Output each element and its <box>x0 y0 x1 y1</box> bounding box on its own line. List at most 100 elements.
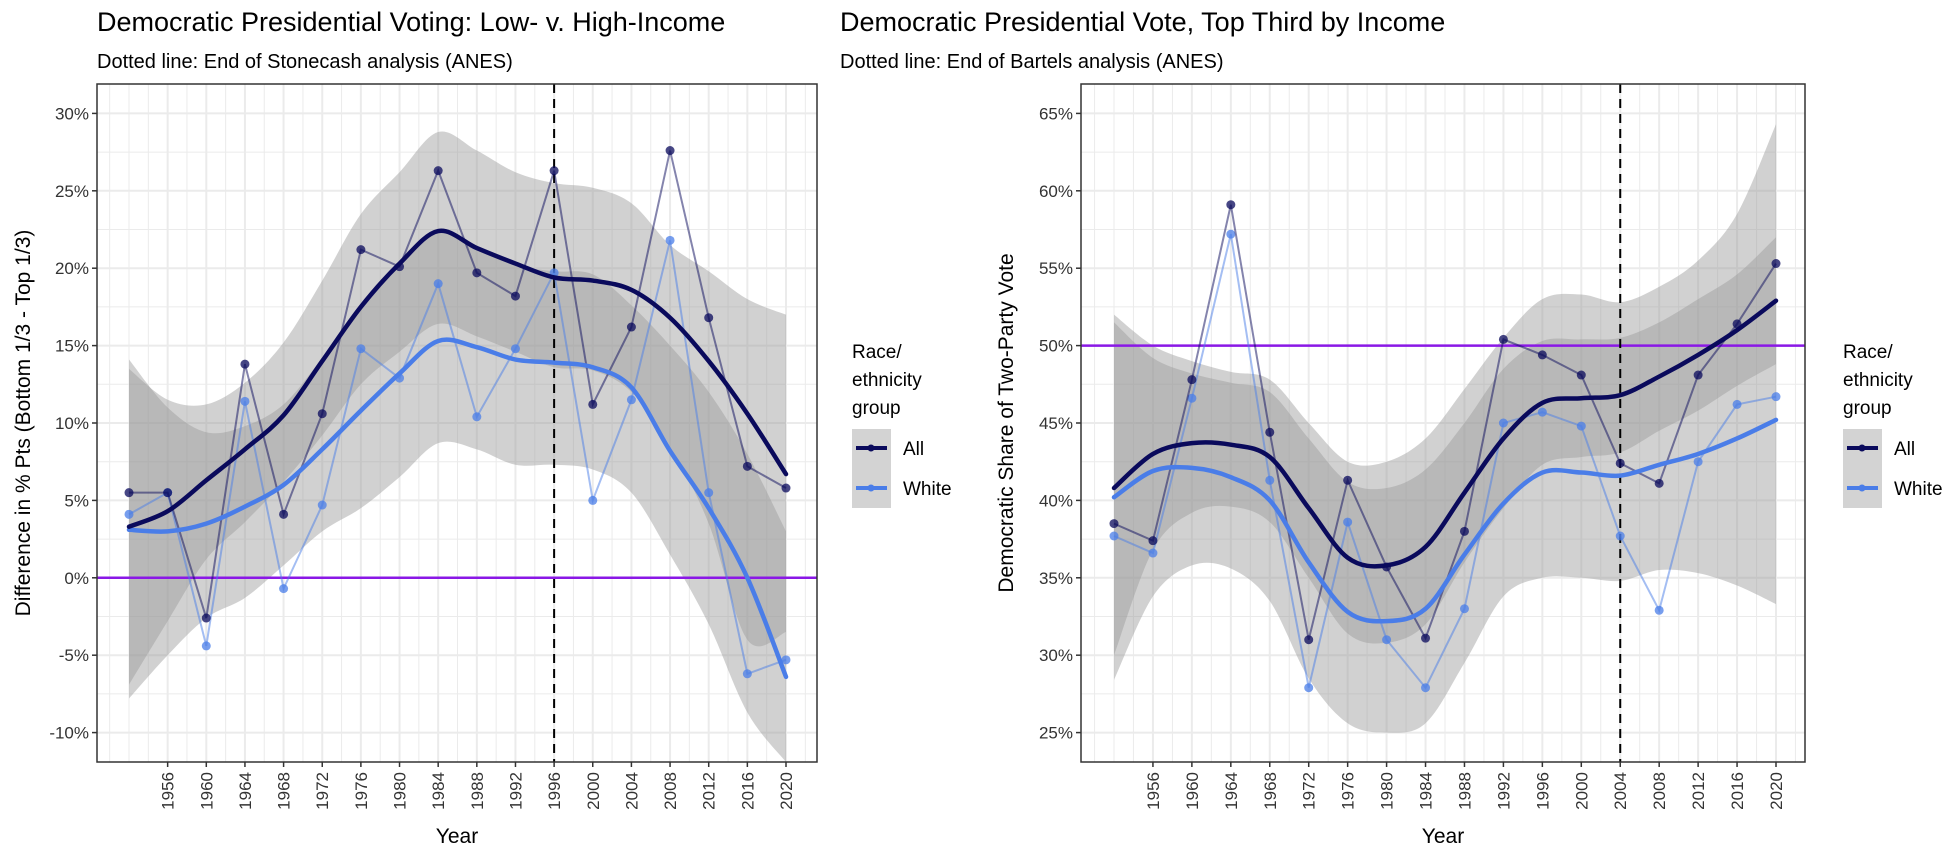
smooth-curve-all <box>1111 298 1779 569</box>
data-point-all-1956 <box>163 488 173 498</box>
confidence-band-white <box>129 232 786 762</box>
data-point-all-1992 <box>1498 334 1508 344</box>
x-tick-label: 1992 <box>506 772 525 810</box>
x-tick-label: 1984 <box>1417 772 1436 810</box>
x-tick-label: 2012 <box>700 772 719 810</box>
legend-title-line2: ethnicity <box>1843 370 1913 391</box>
y-tick-label: 45% <box>1039 414 1073 433</box>
right-legend: Race/ ethnicity group All White <box>1843 342 1943 508</box>
data-point-all-2000 <box>1576 370 1586 380</box>
data-point-white-1992 <box>1498 418 1508 428</box>
legend-key-white-point <box>1858 484 1866 492</box>
x-tick-label: 2004 <box>1611 772 1630 810</box>
data-point-all-1976 <box>356 245 366 255</box>
x-tick-label: 1968 <box>275 772 294 810</box>
y-tick-label: 40% <box>1039 491 1073 510</box>
right-chart-subtitle: Dotted line: End of Bartels analysis (AN… <box>840 51 1224 73</box>
data-point-white-1988 <box>1459 604 1469 614</box>
data-point-white-1964 <box>240 396 250 406</box>
x-tick-label: 2000 <box>1572 772 1591 810</box>
data-point-all-2012 <box>704 313 714 323</box>
right-y-axis-title: Democratic Share of Two-Party Vote <box>995 253 1018 592</box>
x-tick-label: 1960 <box>197 772 216 810</box>
data-point-all-1952 <box>1109 519 1119 529</box>
legend-key-all-point <box>867 444 875 452</box>
left-x-axis-title: Year <box>436 825 478 848</box>
smooth-curve-all <box>126 228 789 529</box>
x-tick-label: 2016 <box>1728 772 1747 810</box>
data-point-white-1996 <box>1537 407 1547 417</box>
x-tick-label: 1992 <box>1494 772 1513 810</box>
data-point-white-1964 <box>1226 229 1236 239</box>
data-point-all-1972 <box>317 409 327 419</box>
data-point-white-2008 <box>665 235 675 245</box>
data-point-white-1980 <box>1382 635 1392 645</box>
data-point-white-1972 <box>1304 683 1314 693</box>
x-tick-label: 1980 <box>391 772 410 810</box>
data-point-all-1992 <box>510 291 520 301</box>
x-tick-label: 1988 <box>468 772 487 810</box>
x-tick-label: 1996 <box>545 772 564 810</box>
x-tick-label: 1972 <box>1300 772 1319 810</box>
legend-title-line3: group <box>852 398 901 419</box>
x-tick-label: 1996 <box>1533 772 1552 810</box>
data-point-white-1968 <box>1265 475 1275 485</box>
x-tick-label: 1988 <box>1455 772 1474 810</box>
x-tick-label: 2020 <box>777 772 796 810</box>
x-tick-label: 1964 <box>236 772 255 810</box>
data-point-white-1960 <box>201 641 211 651</box>
smooth-curve-white <box>126 337 789 680</box>
data-point-white-1984 <box>433 279 443 289</box>
data-point-all-1996 <box>549 166 559 176</box>
right-x-axis-title: Year <box>1422 825 1464 848</box>
data-point-white-1960 <box>1187 393 1197 403</box>
plot-area <box>97 84 817 762</box>
y-tick-label: 30% <box>55 104 89 123</box>
confidence-band-all <box>1114 237 1776 656</box>
x-tick-label: 2008 <box>1650 772 1669 810</box>
data-point-white-1952 <box>124 509 134 519</box>
x-tick-label: 2008 <box>661 772 680 810</box>
y-tick-label: 15% <box>55 337 89 356</box>
data-point-all-1964 <box>1226 200 1236 210</box>
x-tick-label: 1972 <box>313 772 332 810</box>
legend-key-all-point <box>1858 444 1866 452</box>
data-point-white-2000 <box>1576 421 1586 431</box>
legend-label-all: All <box>903 439 924 460</box>
data-point-all-1960 <box>1187 375 1197 385</box>
right-chart-title: Democratic Presidential Vote, Top Third … <box>840 7 1445 37</box>
y-tick-label: 65% <box>1039 104 1073 123</box>
confidence-band-white <box>1114 124 1776 733</box>
y-tick-label: -10% <box>49 724 89 743</box>
series-line-white <box>128 240 787 676</box>
legend-key-background <box>1843 429 1882 508</box>
y-tick-label: 10% <box>55 414 89 433</box>
y-tick-label: -5% <box>59 646 89 665</box>
plot-area <box>1081 84 1805 762</box>
data-point-all-1984 <box>1421 633 1431 643</box>
x-tick-label: 1976 <box>1339 772 1358 810</box>
y-tick-label: 30% <box>1039 646 1073 665</box>
right-panel: Democratic Presidential Vote, Top Third … <box>840 7 1943 848</box>
data-point-all-2000 <box>588 399 598 409</box>
data-point-white-1992 <box>510 344 520 354</box>
data-point-white-1976 <box>356 344 366 354</box>
smooth-curve-white <box>1111 417 1779 624</box>
data-point-white-1972 <box>317 500 327 510</box>
data-point-all-1972 <box>1304 635 1314 645</box>
data-point-all-1996 <box>1537 350 1547 360</box>
y-tick-label: 35% <box>1039 569 1073 588</box>
legend-title-line3: group <box>1843 398 1892 419</box>
y-tick-label: 5% <box>64 491 89 510</box>
x-tick-label: 1964 <box>1222 772 1241 810</box>
data-point-white-2004 <box>1615 531 1625 541</box>
x-tick-label: 2004 <box>622 772 641 810</box>
x-tick-label: 1984 <box>429 772 448 810</box>
data-point-white-1952 <box>1109 531 1119 541</box>
data-point-white-2012 <box>1693 457 1703 467</box>
legend-key-background <box>852 429 891 508</box>
left-panel: Democratic Presidential Voting: Low- v. … <box>12 7 952 848</box>
data-point-all-2020 <box>1771 259 1781 269</box>
data-point-all-1952 <box>124 488 134 498</box>
data-point-all-1976 <box>1343 475 1353 485</box>
